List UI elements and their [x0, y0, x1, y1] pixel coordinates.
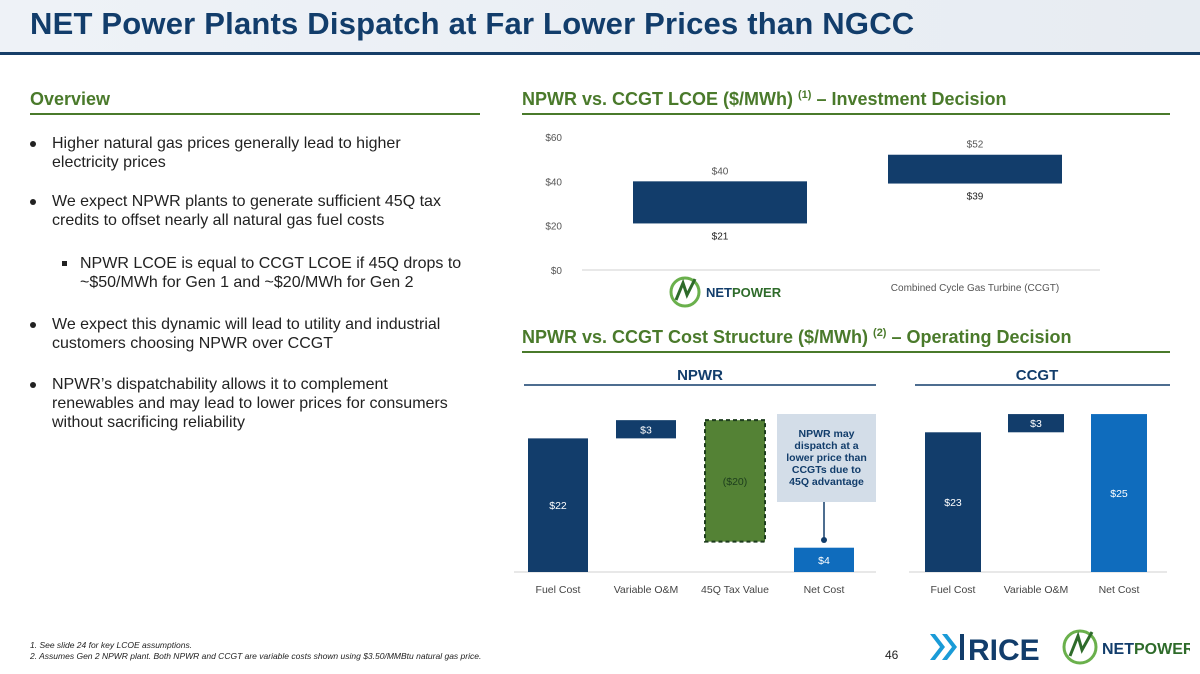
lcoe-bar: [888, 154, 1062, 184]
lcoe-chart: $0 $20 $40 $60 $40 $21 $52 $39 Combined Cycle Ga…: [545, 133, 1100, 308]
bar-value-label: $3: [1030, 418, 1042, 430]
lcoe-bar: [633, 181, 807, 224]
y-tick-label: $60: [545, 133, 562, 144]
bullet-dot-icon: [30, 382, 36, 388]
rice-logo: RICE: [930, 634, 1040, 664]
footnote-1: 1. See slide 24 for key LCOE assumptions…: [30, 640, 193, 650]
cost-heading-footnote: (2): [873, 327, 887, 339]
callout-box: NPWR may dispatch at a lower price than …: [777, 414, 876, 502]
low-value-label: $39: [967, 192, 984, 203]
waterfall-bar: [1008, 414, 1064, 433]
lcoe-heading-footnote: (1): [798, 89, 812, 101]
bullet-text: NPWR LCOE is equal to CCGT LCOE if 45Q d…: [80, 255, 462, 291]
high-value-label: $52: [967, 140, 984, 151]
bar-value-label: $25: [1110, 488, 1128, 500]
netpower-logo-footer: NETPOWER: [1062, 629, 1190, 665]
waterfall-bar: [925, 432, 981, 572]
lcoe-heading-text: NPWR vs. CCGT LCOE ($/MWh): [522, 89, 793, 109]
footnotes: 1. See slide 24 for key LCOE assumptions…: [30, 640, 481, 662]
netpower-logo-text: NETPOWER: [1102, 641, 1190, 658]
bar-value-label: $22: [549, 500, 567, 512]
x-category-label: Fuel Cost: [536, 584, 581, 596]
cost-heading-suffix: – Operating Decision: [886, 327, 1072, 347]
bullet-text: We expect NPWR plants to generate suffic…: [52, 193, 441, 229]
rice-chevron-icon: [930, 634, 945, 660]
rice-logo-text: RICE: [968, 634, 1040, 664]
callout-pointer-dot: [821, 537, 827, 543]
x-category-label: 45Q Tax Value: [701, 584, 769, 596]
bullet-text: We expect this dynamic will lead to util…: [52, 316, 441, 352]
npwr-waterfall-chart: NPWR $22 Fuel Cost $3 Variable O&M ($20) 45Q T…: [514, 367, 876, 596]
ccgt-waterfall-chart: CCGT $23 Fuel Cost $3 Variable O&M $25 Net Cos…: [909, 367, 1170, 596]
overview-heading: Overview: [30, 89, 111, 109]
netpower-logo-text: NETPOWER: [706, 285, 782, 300]
netpower-bolt-icon: [674, 278, 697, 301]
cost-rule: [522, 351, 1170, 353]
x-category-label: Variable O&M: [1004, 584, 1069, 596]
netpower-mark-icon: [669, 276, 701, 308]
x-category-label: Net Cost: [804, 584, 845, 596]
bullet-dot-icon: [30, 199, 36, 205]
bar-value-label: ($20): [723, 476, 748, 488]
netpower-bolt-icon: [1068, 631, 1094, 657]
x-category-label: Combined Cycle Gas Turbine (CCGT): [891, 283, 1059, 294]
x-category-label: Variable O&M: [614, 584, 679, 596]
bullet-text: NPWR’s dispatchability allows it to comp…: [52, 376, 448, 431]
netpower-logo-category: NETPOWER: [669, 276, 782, 308]
bullet-square-icon: [62, 261, 67, 266]
bullet-dot-icon: [30, 322, 36, 328]
waterfall-bar: [704, 419, 766, 543]
netpower-mark-icon: [1062, 629, 1098, 665]
overview-rule: [30, 113, 480, 115]
bar-value-label: $4: [818, 555, 830, 567]
cost-heading: NPWR vs. CCGT Cost Structure ($/MWh) (2)…: [522, 327, 1072, 348]
lcoe-rule: [522, 113, 1170, 115]
page-number: 46: [885, 648, 899, 662]
y-tick-label: $0: [551, 266, 563, 277]
waterfall-bar: [616, 420, 676, 439]
lcoe-heading: NPWR vs. CCGT LCOE ($/MWh) (1) – Investm…: [522, 89, 1007, 110]
cost-heading-text: NPWR vs. CCGT Cost Structure ($/MWh): [522, 327, 869, 347]
header-rule: [0, 52, 1200, 55]
footnote-2: 2. Assumes Gen 2 NPWR plant. Both NPWR a…: [30, 651, 482, 661]
high-value-label: $40: [712, 166, 729, 177]
bullet-text: Higher natural gas prices generally lead…: [52, 135, 401, 171]
x-category-label: Net Cost: [1099, 584, 1140, 596]
low-value-label: $21: [712, 231, 729, 242]
bar-value-label: $23: [944, 497, 962, 509]
bullet-dot-icon: [30, 141, 36, 147]
waterfall-bar: [528, 438, 588, 572]
waterfall-bar: [1091, 414, 1147, 572]
rice-chevron-icon: [942, 634, 957, 660]
page-title: NET Power Plants Dispatch at Far Lower P…: [30, 6, 915, 41]
waterfall-bar: [794, 547, 854, 572]
y-tick-label: $40: [545, 177, 562, 188]
waterfall-title: CCGT: [1016, 367, 1059, 384]
bar-value-label: $3: [640, 424, 652, 436]
x-category-label: Fuel Cost: [931, 584, 976, 596]
waterfall-title: NPWR: [677, 367, 723, 384]
rice-bar-icon: [960, 634, 964, 660]
header-bar: NET Power Plants Dispatch at Far Lower P…: [0, 0, 1200, 52]
y-tick-label: $20: [545, 222, 562, 233]
lcoe-heading-suffix: – Investment Decision: [811, 89, 1007, 109]
